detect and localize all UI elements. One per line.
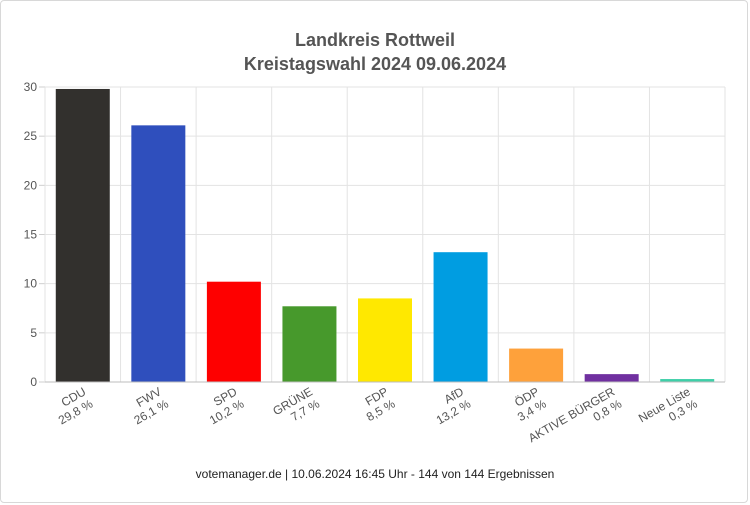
y-tick-label: 10	[24, 277, 38, 291]
bar-1	[131, 125, 186, 382]
chart-subtitle: Kreistagswahl 2024 09.06.2024	[243, 54, 507, 74]
x-tick-label: CDU29,8 %	[49, 384, 96, 427]
x-tick-label: FWV26,1 %	[124, 384, 171, 427]
x-tick-label: ÖDP3,4 %	[508, 384, 549, 424]
bar-5	[433, 252, 488, 382]
x-tick-label: FDP8,5 %	[357, 384, 398, 424]
x-tick-label: SPD10,2 %	[200, 384, 247, 427]
bar-7	[584, 374, 639, 382]
chart-footer: votemanager.de | 10.06.2024 16:45 Uhr - …	[195, 467, 555, 481]
y-tick-label: 25	[24, 129, 38, 143]
chart-title: Landkreis Rottweil	[294, 30, 456, 50]
bar-2	[206, 281, 261, 382]
y-tick-label: 5	[30, 326, 37, 340]
y-tick-label: 0	[30, 375, 37, 389]
bar-0	[55, 88, 110, 382]
bar-6	[509, 348, 564, 382]
x-tick-label: AfD13,2 %	[427, 384, 474, 427]
x-tick-label: GRÜNE7,7 %	[270, 384, 322, 430]
y-tick-label: 20	[24, 178, 38, 192]
bar-4	[358, 298, 412, 382]
bar-8	[660, 379, 715, 382]
y-tick-label: 30	[24, 80, 38, 94]
x-tick-label: Neue Liste0,3 %	[636, 384, 700, 437]
y-tick-label: 15	[24, 228, 38, 242]
bar-3	[282, 306, 337, 382]
